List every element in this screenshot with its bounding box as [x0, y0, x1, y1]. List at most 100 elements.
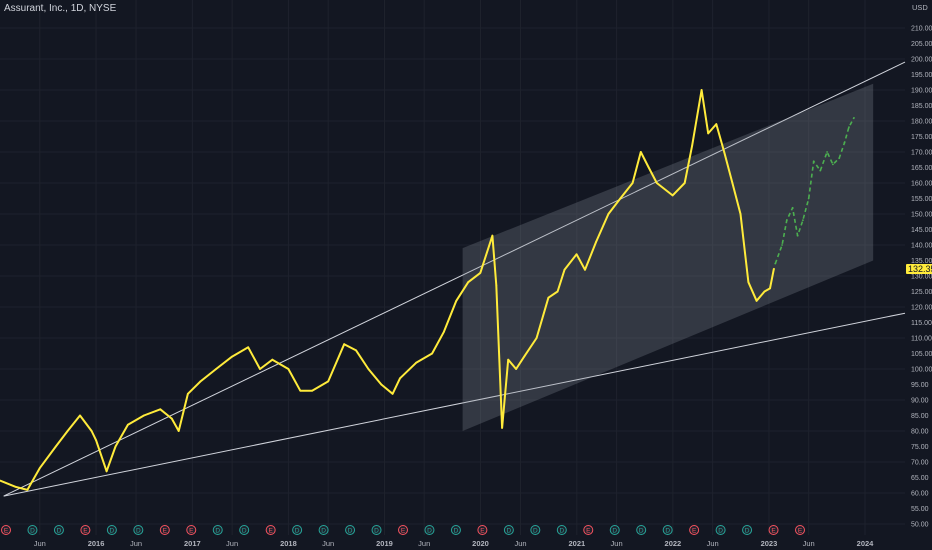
price-point [773, 267, 775, 270]
dividend-marker-label: D [612, 528, 617, 535]
price-point [479, 272, 482, 274]
price-point [535, 337, 538, 339]
dividend-marker-label: D [295, 528, 300, 535]
dividend-marker-label: D [559, 528, 564, 535]
earnings-marker-label: E [692, 528, 697, 535]
time-tick-label: Jun [803, 539, 815, 548]
dividend-marker [106, 525, 117, 535]
price-point [515, 368, 517, 370]
chart-drawings[interactable] [3, 61, 906, 497]
earnings-marker [1, 525, 11, 535]
time-tick-label: Jun [514, 539, 526, 548]
price-tick-label: 125.00 [911, 289, 932, 296]
price-axis[interactable]: USD 50.00 55.00 60.00 65.00 70.00 75.00 80.00 85… [911, 3, 932, 529]
price-point [763, 290, 766, 293]
earnings-marker-label: E [163, 528, 168, 535]
time-tick-label: Jun [707, 539, 719, 548]
dividend-marker-label: D [30, 528, 35, 535]
earnings-marker-label: E [4, 528, 9, 535]
price-point [691, 144, 694, 147]
price-point [90, 430, 93, 432]
price-point [327, 380, 330, 383]
earnings-marker [186, 525, 197, 535]
price-point [299, 389, 302, 392]
dividend-marker-label: D [745, 528, 750, 535]
price-tick-label: 175.00 [911, 134, 932, 141]
price-point [199, 380, 202, 383]
time-tick-label: 2020 [472, 539, 489, 548]
earnings-marker [398, 525, 408, 535]
price-point [707, 132, 710, 135]
price-tick-label: 100.00 [911, 367, 932, 374]
time-axis[interactable]: Jun 2016 Jun 2017 Jun 2018 Jun 2019 Jun 2020 Jun 20… [34, 539, 874, 548]
time-tick-label: 2019 [376, 539, 393, 548]
price-point [159, 408, 162, 411]
projection-point [831, 163, 834, 166]
dividend-marker-label: D [718, 528, 723, 535]
projection-point [774, 262, 777, 265]
price-point [507, 358, 510, 361]
price-point [38, 467, 41, 470]
price-tick-label: 185.00 [911, 103, 932, 110]
price-point [455, 299, 458, 302]
dividend-marker [636, 525, 647, 535]
price-point [747, 281, 750, 284]
price-tick-label: 80.00 [911, 429, 929, 436]
price-point [723, 151, 726, 153]
price-point [595, 241, 597, 243]
projection-point [807, 197, 810, 200]
price-point [639, 151, 642, 153]
price-tick-label: 190.00 [911, 88, 932, 95]
dividend-marker [53, 525, 64, 535]
earnings-marker-label: E [83, 528, 88, 535]
dividend-marker-label: D [639, 528, 644, 535]
price-point [647, 166, 650, 169]
earnings-marker [768, 525, 779, 535]
earnings-marker [583, 525, 594, 535]
dividend-marker-label: D [321, 528, 326, 535]
projection-point [838, 157, 841, 160]
time-tick-label: 2023 [761, 539, 778, 548]
dividend-marker-label: D [110, 528, 115, 535]
projection-point [848, 126, 850, 129]
time-tick-label: 2018 [280, 539, 297, 548]
price-point [95, 439, 97, 442]
projection-point [796, 234, 799, 237]
price-point [769, 287, 771, 290]
price-tick-label: 85.00 [911, 413, 929, 420]
time-tick-label: Jun [418, 539, 430, 548]
price-point [105, 470, 108, 473]
price-point [231, 355, 234, 358]
price-point [431, 352, 434, 355]
dividend-marker-label: D [427, 528, 432, 535]
price-tick-label: 75.00 [911, 444, 929, 451]
dividend-marker-label: D [533, 528, 538, 535]
dividend-marker-label: D [215, 528, 220, 535]
price-tick-label: 110.00 [911, 336, 932, 343]
dividend-marker [450, 525, 461, 535]
price-point [671, 194, 674, 197]
price-point [126, 423, 129, 426]
dividend-marker-label: D [454, 528, 459, 535]
earnings-marker-label: E [189, 528, 194, 535]
price-point [584, 268, 586, 271]
dividend-marker-label: D [507, 528, 512, 535]
price-point [715, 123, 718, 125]
price-point [14, 485, 17, 488]
price-point [380, 383, 383, 386]
price-tick-label: 150.00 [911, 212, 932, 219]
price-point [495, 284, 498, 287]
price-point [619, 197, 622, 200]
price-tick-label: 60.00 [911, 491, 929, 498]
time-tick-label: Jun [226, 539, 238, 548]
time-tick-label: Jun [34, 539, 46, 548]
price-point [114, 445, 117, 448]
price-tick-label: 50.00 [911, 522, 929, 529]
dividend-marker [662, 525, 673, 535]
price-point [367, 368, 370, 370]
price-axis-unit: USD [912, 3, 928, 12]
price-point [523, 355, 526, 358]
price-point [501, 427, 504, 429]
